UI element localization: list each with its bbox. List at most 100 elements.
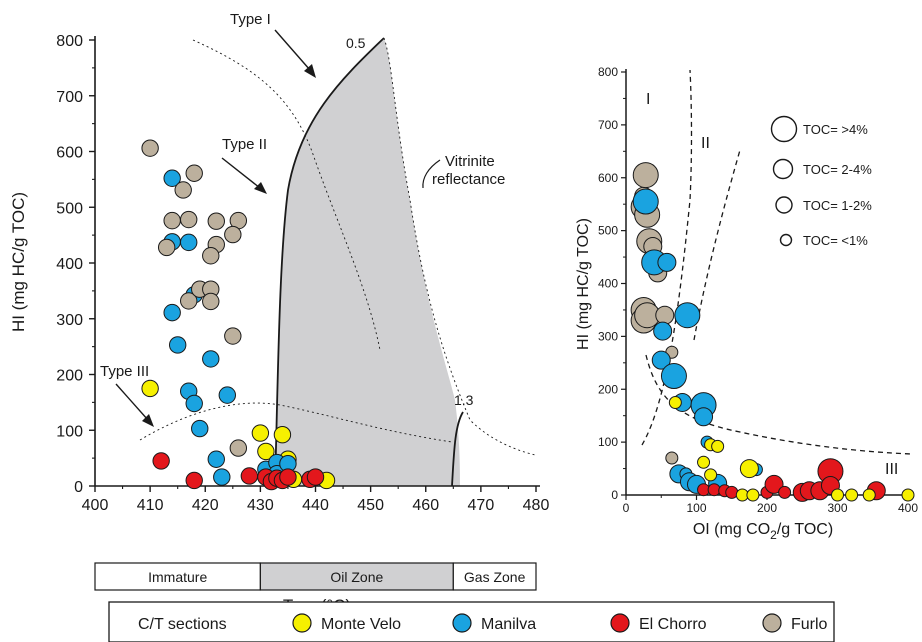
type-i-label: Type I (230, 11, 271, 28)
point-furlo (180, 292, 198, 310)
point-manilva (674, 302, 701, 329)
left-y-tick-label: 400 (56, 256, 83, 273)
oil-window-shading (275, 38, 460, 486)
type-i-arrowhead (304, 64, 316, 78)
point-el-chorro (152, 452, 170, 470)
legend-title: C/T sections (138, 616, 227, 633)
right-y-tick-label: 200 (598, 382, 618, 396)
type-ii-arrowhead (254, 182, 267, 194)
point-manilva (163, 169, 181, 187)
right-y-tick-label: 800 (598, 65, 618, 79)
point-manilva (163, 303, 181, 322)
left-x-tick-label: 470 (468, 497, 495, 514)
left-y-tick-label: 600 (56, 145, 83, 162)
right-y-tick-label: 300 (598, 329, 618, 343)
point-el-chorro (764, 474, 784, 494)
point-monte-velo (251, 424, 270, 442)
point-furlo (174, 181, 192, 199)
point-manilva (660, 363, 687, 390)
toc-legend-label: TOC= >4% (803, 122, 868, 137)
point-manilva (218, 386, 237, 404)
left-x-tick-label: 440 (302, 497, 329, 514)
point-furlo (224, 225, 242, 244)
point-monte-velo (141, 379, 159, 398)
oil-window-right-boundary (451, 411, 464, 487)
left-y-tick-label: 500 (56, 200, 83, 217)
point-manilva (168, 336, 187, 354)
point-manilva (180, 233, 198, 252)
zone-immature (94, 562, 261, 591)
point-furlo (202, 292, 220, 311)
left-x-tick-label: 410 (137, 497, 164, 514)
toc-legend-marker (779, 233, 793, 247)
point-el-chorro (185, 471, 203, 490)
point-el-chorro (306, 468, 325, 486)
point-el-chorro (279, 468, 297, 486)
type-iii-label: Type III (100, 363, 149, 380)
legend-label-furlo: Furlo (791, 616, 828, 633)
field-label-iii: III (885, 461, 898, 478)
legend-marker-manilva (452, 613, 472, 633)
oil-window-left-boundary (274, 37, 385, 487)
point-monte-velo (668, 395, 682, 409)
legend-label-el-chorro: El Chorro (639, 616, 707, 633)
left-x-tick-label: 450 (357, 497, 384, 514)
right-y-tick-label: 100 (598, 435, 618, 449)
right-x-tick-label: 0 (623, 501, 630, 515)
left-y-tick-label: 100 (56, 423, 83, 440)
left-y-tick-label: 700 (56, 89, 83, 106)
vitrinite-label-line1: Vitrinite (445, 153, 495, 170)
right-y-tick-label: 700 (598, 118, 618, 132)
legend-label-manilva: Manilva (481, 616, 536, 633)
point-furlo (229, 439, 248, 457)
point-manilva (653, 321, 673, 341)
point-monte-velo (697, 455, 711, 469)
point-manilva (657, 252, 677, 272)
left-y-tick-label: 800 (56, 33, 83, 50)
right-y-tick-label: 600 (598, 171, 618, 185)
point-el-chorro (778, 485, 792, 499)
point-manilva (651, 350, 671, 370)
point-monte-velo (739, 459, 759, 479)
left-y-tick-label: 0 (74, 479, 83, 496)
type-iii-arrowhead (142, 414, 154, 427)
oi-hi-axes: 0 100 200 300 400 0 100 200 300 400 500 600 700 800 (598, 65, 918, 515)
point-monte-velo (273, 426, 292, 444)
zone-label-gas-zone: Gas Zone (464, 569, 526, 585)
type-ii-label: Type II (222, 136, 267, 153)
field-label-ii: II (701, 135, 710, 152)
oi-axis-title: OI (mg CO2/g TOC) (693, 521, 833, 542)
right-x-tick-label: 200 (757, 501, 777, 515)
point-furlo (207, 212, 225, 230)
zone-oil-zone (259, 562, 454, 591)
toc-legend-label: TOC= <1% (803, 233, 868, 248)
toc-size-legend: TOC= >4% TOC= 2-4% TOC= 1-2% TOC= <1% (770, 115, 872, 248)
toc-legend-label: TOC= 1-2% (803, 198, 872, 213)
point-monte-velo (711, 439, 725, 453)
point-furlo (202, 247, 220, 265)
legend-items: Monte Velo Manilva El Chorro Furlo (292, 613, 828, 633)
left-y-tick-label: 200 (56, 368, 83, 385)
left-x-tick-label: 430 (247, 497, 274, 514)
type-iii-kerogen-curve (139, 402, 453, 443)
right-x-tick-label: 300 (827, 501, 847, 515)
legend-marker-monte-velo (292, 613, 312, 633)
legend-marker-furlo (762, 613, 782, 633)
toc-legend-marker (770, 115, 798, 143)
zone-gas-zone (452, 562, 537, 591)
right-y-axis-title: HI (mg HC/g TOC) (575, 218, 592, 350)
vitrinite-pointer (422, 159, 441, 189)
point-monte-velo (831, 488, 844, 502)
vitrinite-label-line2: reflectance (432, 171, 505, 188)
point-furlo (224, 327, 242, 345)
point-manilva (191, 419, 209, 438)
type-ii-boundary (693, 149, 741, 341)
left-x-tick-label: 420 (192, 497, 219, 514)
zone-label-immature: Immature (148, 569, 207, 585)
toc-legend-label: TOC= 2-4% (803, 162, 872, 177)
vitrinite-0-5-label: 0.5 (346, 35, 366, 51)
oi-hi-chart: 0 100 200 300 400 0 100 200 300 400 500 600 700 800 I… (575, 65, 918, 542)
point-manilva (213, 468, 231, 486)
point-manilva (694, 407, 714, 427)
